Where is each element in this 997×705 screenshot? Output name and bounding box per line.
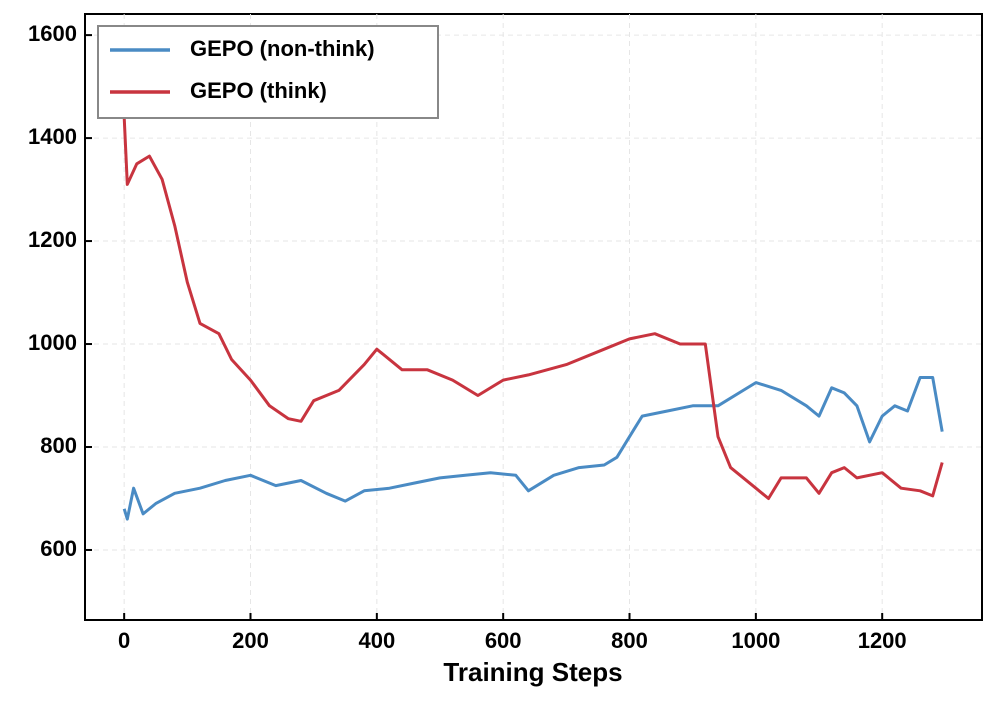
y-tick-label: 1400 — [28, 124, 77, 149]
x-axis-label: Training Steps — [443, 657, 622, 687]
legend-label: GEPO (think) — [190, 78, 327, 103]
y-tick-label: 600 — [40, 536, 77, 561]
x-tick-label: 0 — [118, 628, 130, 653]
x-tick-label: 600 — [485, 628, 522, 653]
y-tick-label: 1200 — [28, 227, 77, 252]
series-line — [122, 117, 944, 500]
x-tick-label: 1000 — [731, 628, 780, 653]
x-tick-label: 1200 — [858, 628, 907, 653]
x-tick-label: 800 — [611, 628, 648, 653]
plot-frame — [84, 13, 983, 621]
y-tick-label: 1000 — [28, 330, 77, 355]
x-tick-label: 400 — [358, 628, 395, 653]
x-tick-label: 200 — [232, 628, 269, 653]
series-line — [122, 376, 944, 521]
legend-label: GEPO (non-think) — [190, 36, 375, 61]
y-tick-label: 800 — [40, 433, 77, 458]
y-tick-label: 1600 — [28, 21, 77, 46]
legend-box — [97, 25, 439, 119]
